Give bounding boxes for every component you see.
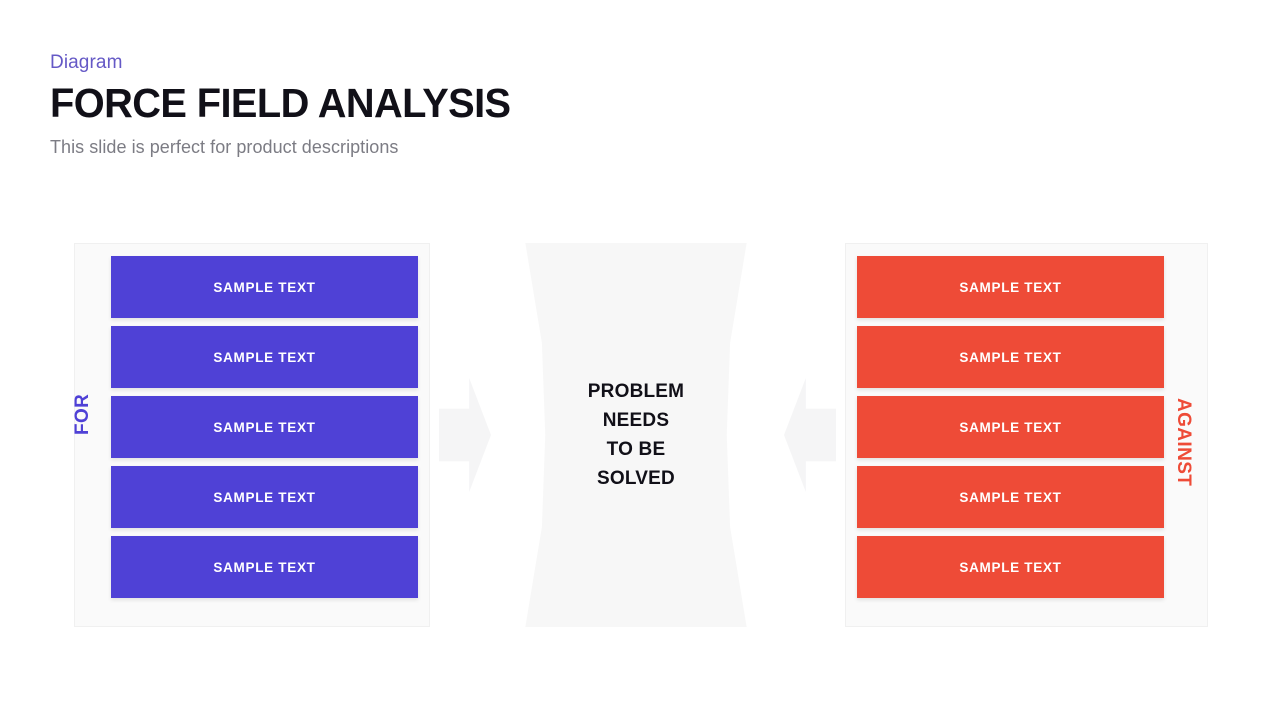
slide-subtitle: This slide is perfect for product descri… (50, 137, 399, 157)
for-bar-label: SAMPLE TEXT (213, 559, 316, 575)
against-bar-list: SAMPLE TEXT SAMPLE TEXT SAMPLE TEXT SAMP… (857, 256, 1164, 598)
for-bar-label: SAMPLE TEXT (213, 349, 316, 365)
for-bar-label: SAMPLE TEXT (213, 279, 316, 295)
against-bar-label: SAMPLE TEXT (959, 279, 1062, 295)
problem-line: NEEDS (602, 410, 670, 431)
against-bar-label: SAMPLE TEXT (959, 419, 1062, 435)
for-bar-label: SAMPLE TEXT (213, 489, 316, 505)
against-bar-label: SAMPLE TEXT (959, 489, 1062, 505)
problem-line: TO BE (606, 439, 666, 460)
against-bar-item[interactable]: SAMPLE TEXT (857, 396, 1164, 458)
against-bar-label: SAMPLE TEXT (959, 349, 1062, 365)
against-bar-item[interactable]: SAMPLE TEXT (857, 256, 1164, 318)
against-bar-item[interactable]: SAMPLE TEXT (857, 326, 1164, 388)
problem-line: PROBLEM (587, 381, 685, 402)
for-bar-label: SAMPLE TEXT (213, 419, 316, 435)
slide-header: Diagram FORCE FIELD ANALYSIS This slide … (50, 50, 525, 160)
for-bar-list: SAMPLE TEXT SAMPLE TEXT SAMPLE TEXT SAMP… (111, 256, 418, 598)
problem-line: SOLVED (597, 468, 675, 489)
against-axis-label: AGAINST (1173, 398, 1194, 487)
for-bar-item[interactable]: SAMPLE TEXT (111, 466, 418, 528)
for-bar-item[interactable]: SAMPLE TEXT (111, 326, 418, 388)
for-axis-label: FOR (72, 393, 93, 435)
arrow-right-icon (439, 378, 491, 492)
page-title: FORCE FIELD ANALYSIS (50, 80, 511, 126)
against-bar-item[interactable]: SAMPLE TEXT (857, 466, 1164, 528)
for-bar-item[interactable]: SAMPLE TEXT (111, 256, 418, 318)
for-bar-item[interactable]: SAMPLE TEXT (111, 536, 418, 598)
against-bar-item[interactable]: SAMPLE TEXT (857, 536, 1164, 598)
for-bar-item[interactable]: SAMPLE TEXT (111, 396, 418, 458)
arrow-left-icon (784, 378, 836, 492)
problem-statement-text: PROBLEM NEEDS TO BE SOLVED (588, 377, 684, 493)
against-bar-label: SAMPLE TEXT (959, 559, 1062, 575)
slide-eyebrow: Diagram (50, 52, 123, 73)
problem-statement-shape: PROBLEM NEEDS TO BE SOLVED (525, 243, 747, 627)
